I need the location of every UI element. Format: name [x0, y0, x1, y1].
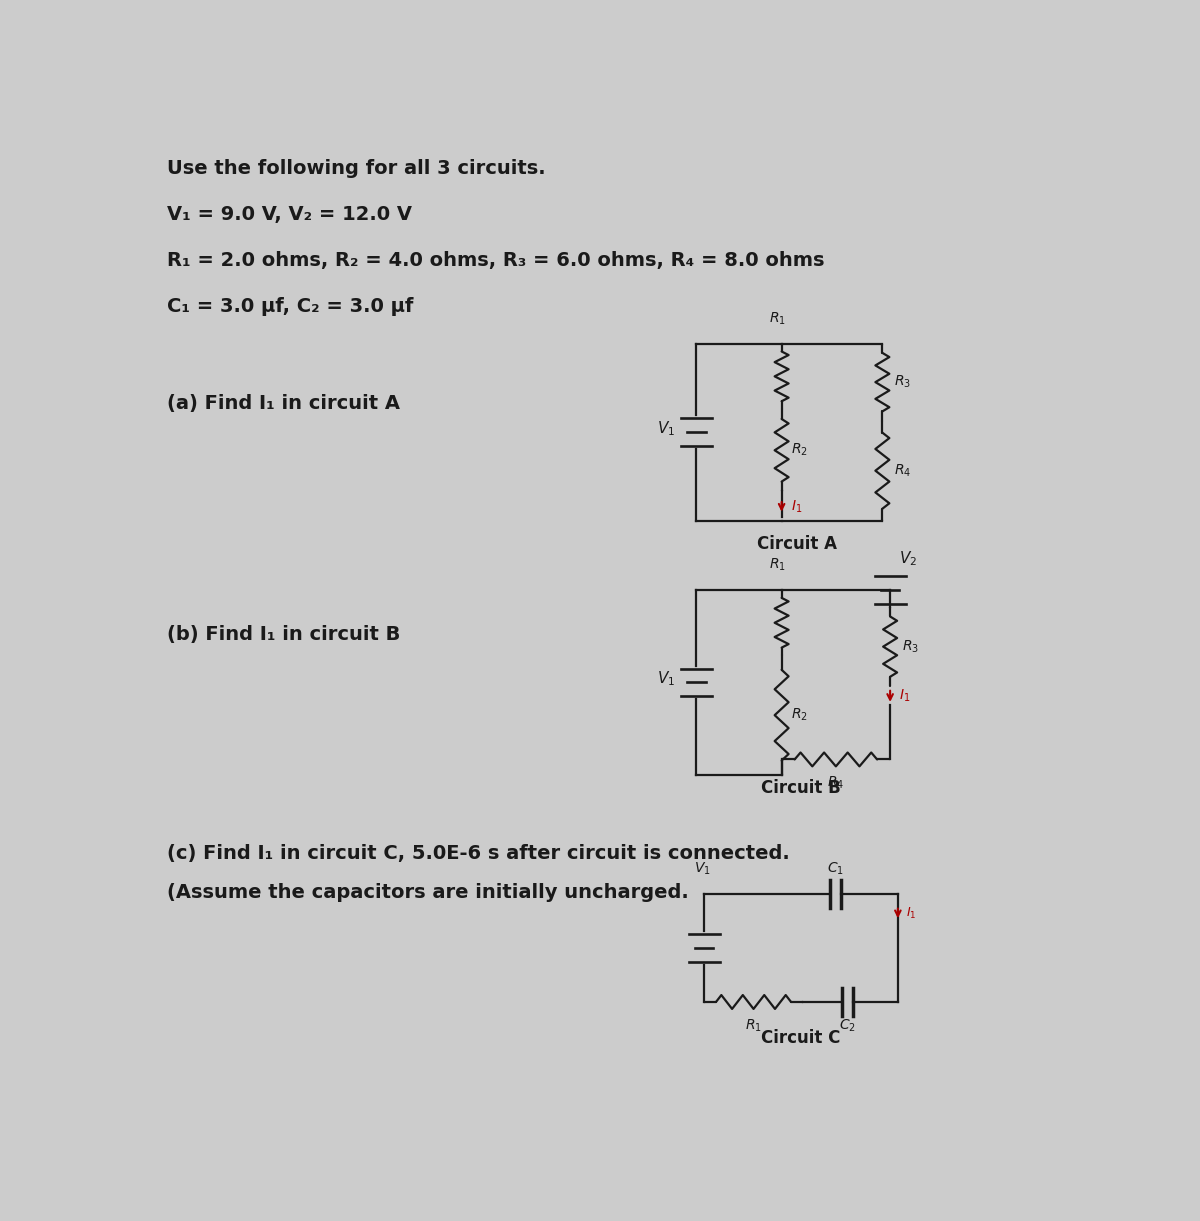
Text: $V_2$: $V_2$	[900, 549, 918, 569]
Text: C₁ = 3.0 μf, C₂ = 3.0 μf: C₁ = 3.0 μf, C₂ = 3.0 μf	[167, 298, 414, 316]
Text: $I_1$: $I_1$	[906, 906, 916, 921]
Text: Use the following for all 3 circuits.: Use the following for all 3 circuits.	[167, 159, 546, 178]
Text: $R_2$: $R_2$	[791, 442, 808, 458]
Text: $I_1$: $I_1$	[791, 498, 803, 515]
Text: $R_2$: $R_2$	[791, 707, 808, 723]
Text: $V_1$: $V_1$	[656, 669, 674, 687]
Text: Circuit B: Circuit B	[761, 779, 841, 796]
Text: $C_1$: $C_1$	[828, 861, 845, 877]
Text: $R_1$: $R_1$	[769, 310, 786, 327]
Text: (c) Find I₁ in circuit C, 5.0E-6 s after circuit is connected.: (c) Find I₁ in circuit C, 5.0E-6 s after…	[167, 844, 790, 863]
Text: $R_4$: $R_4$	[827, 775, 845, 791]
Text: V₁ = 9.0 V, V₂ = 12.0 V: V₁ = 9.0 V, V₂ = 12.0 V	[167, 205, 412, 223]
Text: R₁ = 2.0 ohms, R₂ = 4.0 ohms, R₃ = 6.0 ohms, R₄ = 8.0 ohms: R₁ = 2.0 ohms, R₂ = 4.0 ohms, R₃ = 6.0 o…	[167, 252, 824, 270]
Text: (Assume the capacitors are initially uncharged.: (Assume the capacitors are initially unc…	[167, 883, 689, 901]
Text: $V_1$: $V_1$	[695, 861, 710, 877]
Text: (b) Find I₁ in circuit B: (b) Find I₁ in circuit B	[167, 625, 401, 643]
Text: $R_3$: $R_3$	[894, 374, 911, 391]
Text: $C_2$: $C_2$	[839, 1017, 856, 1034]
Text: $I_1$: $I_1$	[900, 689, 911, 705]
Text: $R_3$: $R_3$	[901, 639, 919, 654]
Text: Circuit A: Circuit A	[757, 535, 838, 553]
Text: $R_1$: $R_1$	[769, 557, 786, 573]
Text: $R_1$: $R_1$	[745, 1017, 762, 1034]
Text: $R_4$: $R_4$	[894, 463, 911, 479]
Text: (a) Find I₁ in circuit A: (a) Find I₁ in circuit A	[167, 393, 400, 413]
Text: $V_1$: $V_1$	[656, 419, 674, 437]
Text: Circuit C: Circuit C	[761, 1029, 841, 1046]
